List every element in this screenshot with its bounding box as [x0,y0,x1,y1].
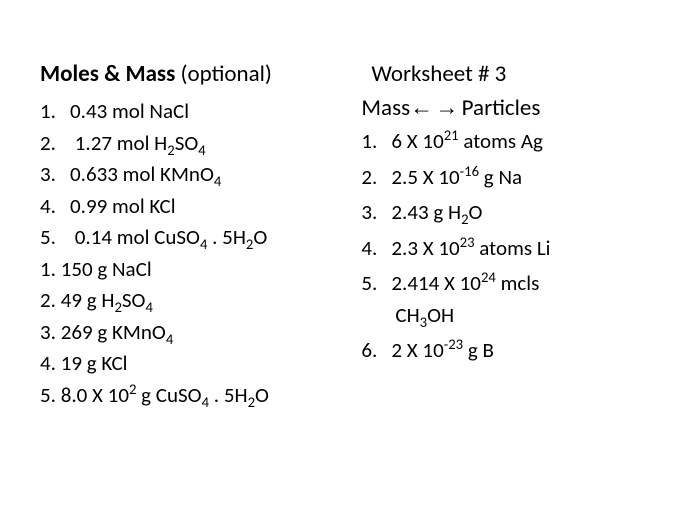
mass-list: 1. 150 g NaCl2. 49 g H2SO43. 269 g KMnO4… [40,254,331,412]
subtitle-post: Particles [456,94,540,122]
arrows-icon: ← → [410,94,456,120]
list-item: 2. 1.27 mol H2SO4 [40,128,331,160]
list-item: 6.2 X 10-23 g B [361,335,659,367]
list-item: 4.2.3 X 1023 atoms Li [361,233,659,265]
list-item: 3.2.43 g H2O [361,197,659,229]
list-item: 1. 150 g NaCl [40,254,331,286]
worksheet-title: Worksheet # 3 [361,60,659,88]
title-optional: (optional) [180,60,271,88]
item-number: 4. [361,233,391,265]
list-item: 4. 19 g KCl [40,348,331,380]
list-item: 2.2.5 X 10-16 g Na [361,162,659,194]
item-number: 5. [361,268,391,300]
item-number: 4. [40,191,70,223]
subtitle: Mass← → Particles [361,94,659,122]
right-column: Worksheet # 3 Mass← → Particles 1.6 X 10… [361,60,659,485]
list-item-continuation: CH3OH [361,300,659,332]
subtitle-pre: Mass [361,94,410,122]
particles-list: 1.6 X 1021 atoms Ag 2.2.5 X 10-16 g Na3.2… [361,126,659,367]
list-item: 5.2.414 X 1024 mcls [361,268,659,300]
item-number: 2. [40,128,70,160]
title-main: Moles & Mass [40,60,180,88]
item-number: 2. [361,162,391,194]
list-item: 3.0.633 mol KMnO4 [40,159,331,191]
list-item: 1.0.43 mol NaCl [40,96,331,128]
list-item: 3. 269 g KMnO4 [40,317,331,349]
item-number: 1. [40,96,70,128]
item-number: 6. [361,335,391,367]
list-item: 4.0.99 mol KCl [40,191,331,223]
left-column: Moles & Mass (optional) 1.0.43 mol NaCl2… [40,60,331,485]
item-number: 3. [40,159,70,191]
moles-list: 1.0.43 mol NaCl2. 1.27 mol H2SO43.0.633 … [40,96,331,254]
list-item: 1.6 X 1021 atoms Ag [361,126,659,158]
left-title: Moles & Mass (optional) [40,60,331,88]
list-item: 5. 0.14 mol CuSO4 . 5H2O [40,222,331,254]
list-item: 2. 49 g H2SO4 [40,285,331,317]
item-number: 5. [40,222,70,254]
item-number: 1. [361,126,391,158]
list-item: 5. 8.0 X 102 g CuSO4 . 5H2O [40,380,331,412]
item-number: 3. [361,197,391,229]
